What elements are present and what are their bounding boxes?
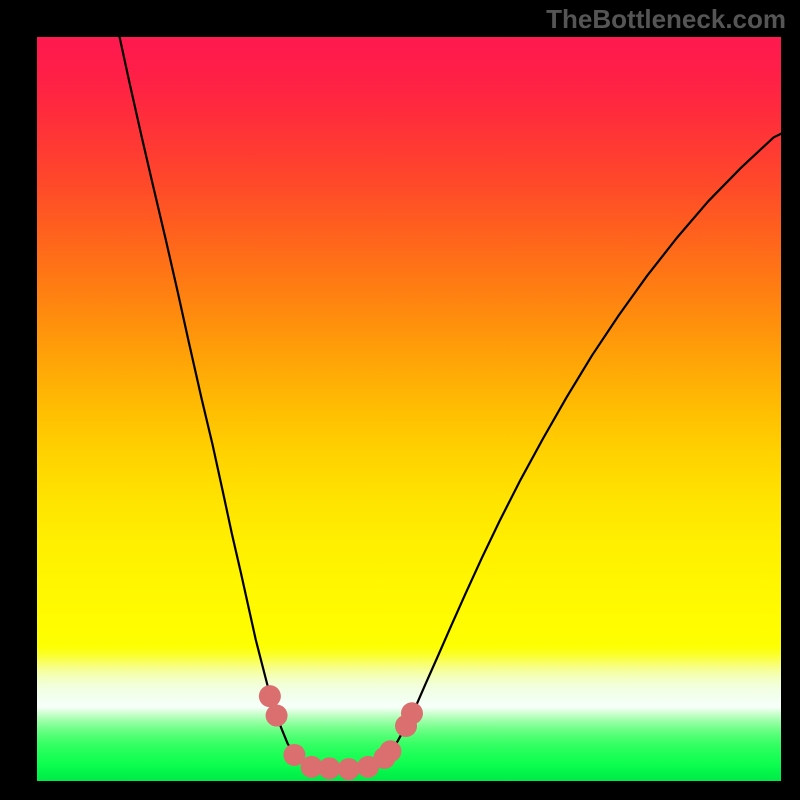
curve-marker — [401, 702, 423, 724]
chart-frame: TheBottleneck.com — [0, 0, 800, 800]
curve-marker — [379, 740, 401, 762]
watermark-text: TheBottleneck.com — [546, 4, 786, 35]
curve-marker — [338, 758, 360, 780]
curve-marker — [318, 757, 340, 779]
curve-marker — [259, 685, 281, 707]
curve-marker — [266, 705, 288, 727]
gradient-background — [37, 37, 781, 781]
bottleneck-curve-chart — [37, 37, 781, 781]
